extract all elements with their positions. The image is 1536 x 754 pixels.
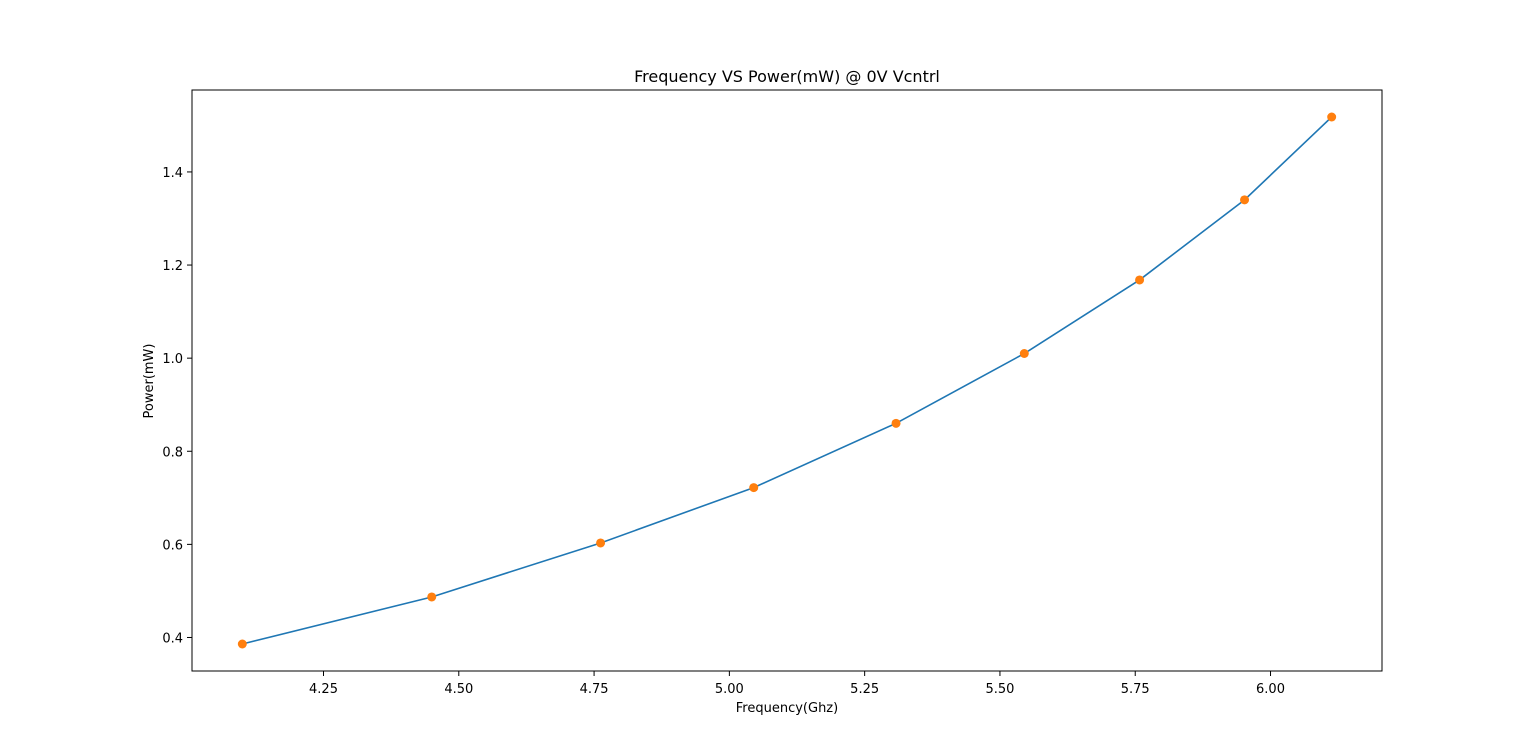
x-tick-label: 5.50 [985, 682, 1014, 697]
plot-area [237, 112, 1337, 649]
x-tick-label: 5.00 [715, 682, 744, 697]
data-point [237, 639, 247, 649]
y-tick-label: 0.6 [162, 538, 183, 553]
x-tick-label: 4.75 [580, 682, 609, 697]
x-axis-ticks: 4.25 4.50 4.75 5.00 5.25 5.50 5.75 6.00 [309, 671, 1285, 697]
x-tick-label: 5.25 [850, 682, 879, 697]
y-tick-label: 0.4 [162, 631, 183, 646]
data-point [427, 592, 437, 602]
y-axis-label: Power(mW) [142, 344, 157, 419]
chart-title: Frequency VS Power(mW) @ 0V Vcntrl [634, 67, 940, 86]
data-point [891, 418, 901, 428]
y-tick-label: 1.4 [162, 166, 183, 181]
x-tick-label: 4.50 [444, 682, 473, 697]
data-point [596, 538, 606, 548]
data-point [749, 483, 759, 493]
y-tick-label: 1.0 [162, 352, 183, 367]
data-point [1240, 195, 1250, 205]
data-point [1019, 348, 1029, 358]
data-point [1327, 112, 1337, 122]
y-tick-label: 0.8 [162, 445, 183, 460]
x-tick-label: 4.25 [309, 682, 338, 697]
x-tick-label: 5.75 [1121, 682, 1150, 697]
data-point [1135, 275, 1145, 285]
x-axis-label: Frequency(Ghz) [736, 701, 838, 716]
y-tick-label: 1.2 [162, 259, 183, 274]
x-tick-label: 6.00 [1256, 682, 1285, 697]
y-axis-ticks: 0.4 0.6 0.8 1.0 1.2 1.4 [162, 166, 192, 646]
axes-frame [191, 89, 1383, 672]
